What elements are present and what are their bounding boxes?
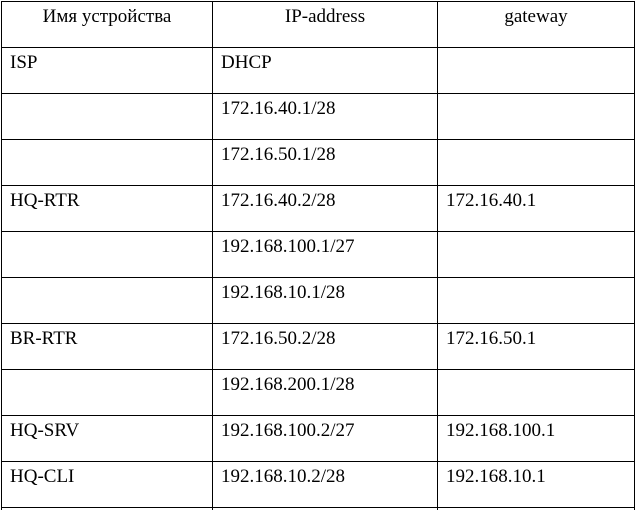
device-name-cell (1, 93, 213, 140)
ip-address-cell: 192.168.100.2/27 (212, 415, 438, 462)
device-name-cell: HQ-RTR (1, 185, 213, 232)
ip-address-cell: 192.168.10.2/28 (212, 461, 438, 508)
table-row: ISP DHCP (1, 47, 635, 94)
table-row: HQ-RTR 172.16.40.2/28 172.16.40.1 (1, 185, 635, 232)
device-name-cell (1, 139, 213, 186)
gateway-cell (437, 93, 635, 140)
ip-address-cell: DHCP (212, 47, 438, 94)
table-row: BR-SRV 192.168.200.2/28 192.168.200.1 (1, 507, 635, 510)
table-row: 192.168.100.1/27 (1, 231, 635, 278)
table-row: 172.16.40.1/28 (1, 93, 635, 140)
device-name-cell (1, 369, 213, 416)
gateway-cell (437, 277, 635, 324)
device-name-cell: HQ-SRV (1, 415, 213, 462)
gateway-cell: 172.16.50.1 (437, 323, 635, 370)
gateway-cell: 192.168.200.1 (437, 507, 635, 510)
device-name-cell (1, 231, 213, 278)
ip-address-cell: 172.16.50.1/28 (212, 139, 438, 186)
table-body: ISP DHCP 172.16.40.1/28 172.16.50.1/28 H… (1, 47, 635, 510)
header-row: Имя устройства IP-address gateway (1, 1, 635, 48)
header-gateway: gateway (437, 1, 635, 48)
table-row: 192.168.200.1/28 (1, 369, 635, 416)
gateway-cell: 192.168.10.1 (437, 461, 635, 508)
gateway-cell (437, 139, 635, 186)
device-name-cell: HQ-CLI (1, 461, 213, 508)
table-row: HQ-CLI 192.168.10.2/28 192.168.10.1 (1, 461, 635, 508)
device-name-cell: ISP (1, 47, 213, 94)
device-name-cell (1, 277, 213, 324)
header-device-name: Имя устройства (1, 1, 213, 48)
gateway-cell: 192.168.100.1 (437, 415, 635, 462)
header-ip-address: IP-address (212, 1, 438, 48)
device-name-cell: BR-RTR (1, 323, 213, 370)
table-row: BR-RTR 172.16.50.2/28 172.16.50.1 (1, 323, 635, 370)
ip-address-cell: 172.16.40.1/28 (212, 93, 438, 140)
table-header-row: Имя устройства IP-address gateway (1, 1, 635, 48)
ip-address-cell: 192.168.100.1/27 (212, 231, 438, 278)
table-row: HQ-SRV 192.168.100.2/27 192.168.100.1 (1, 415, 635, 462)
ip-address-cell: 192.168.10.1/28 (212, 277, 438, 324)
ip-address-cell: 172.16.50.2/28 (212, 323, 438, 370)
gateway-cell (437, 231, 635, 278)
gateway-cell (437, 47, 635, 94)
gateway-cell: 172.16.40.1 (437, 185, 635, 232)
table-row: 192.168.10.1/28 (1, 277, 635, 324)
gateway-cell (437, 369, 635, 416)
ip-address-cell: 172.16.40.2/28 (212, 185, 438, 232)
ip-address-cell: 192.168.200.1/28 (212, 369, 438, 416)
table-row: 172.16.50.1/28 (1, 139, 635, 186)
